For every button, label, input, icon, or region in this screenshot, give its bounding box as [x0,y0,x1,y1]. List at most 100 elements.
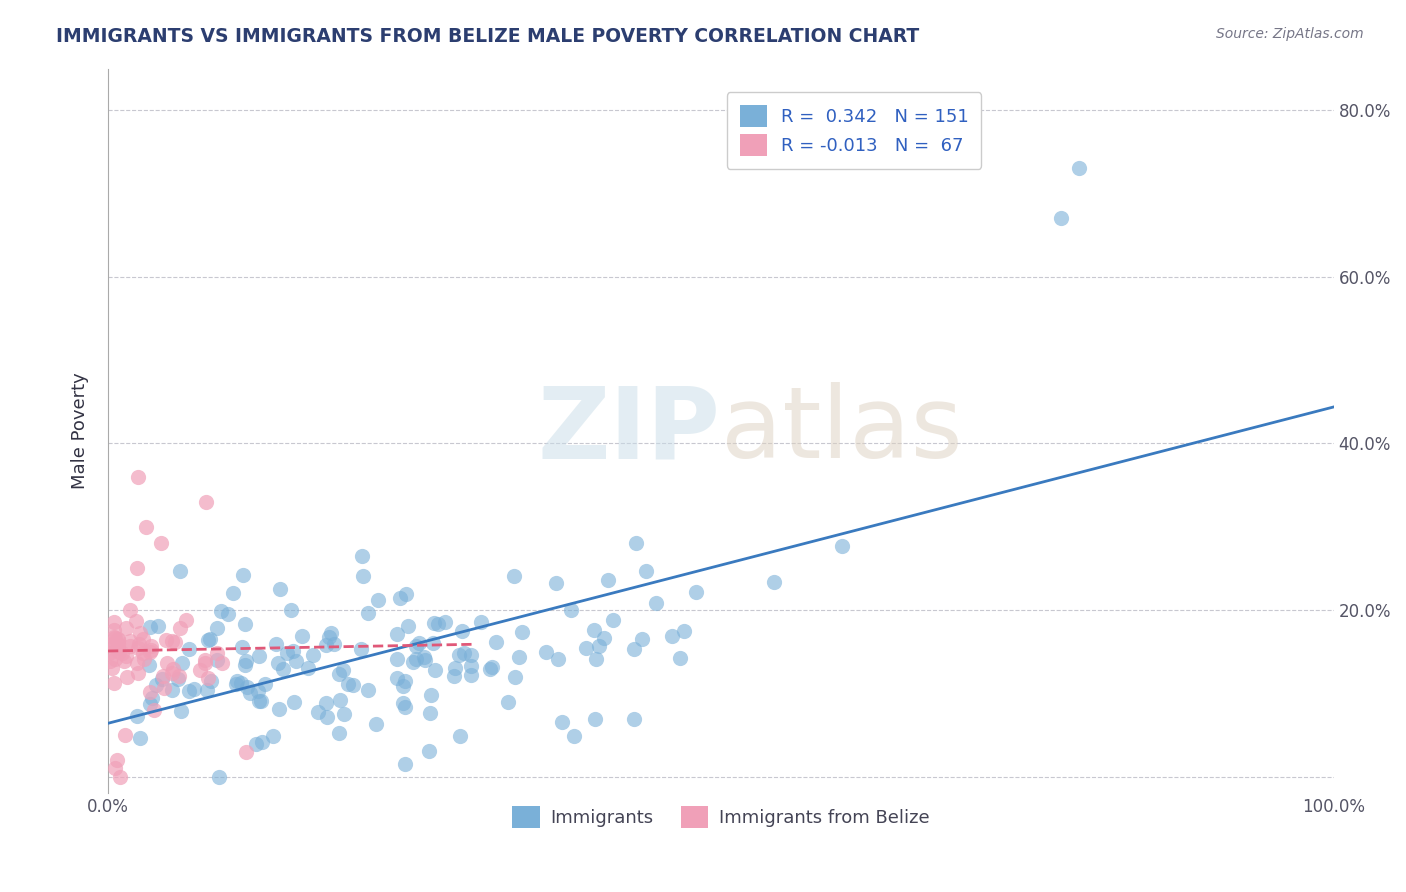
Immigrants [336,676,359,690]
Immigrants [129,731,152,745]
Immigrants [631,632,654,647]
Immigrants [481,659,503,673]
Immigrants [560,602,582,616]
Immigrants [388,591,411,606]
Immigrants from Belize [125,561,148,575]
Immigrants [250,693,273,707]
Immigrants [575,640,598,655]
Immigrants [205,653,228,667]
Immigrants [315,696,337,710]
Immigrants from Belize [125,614,148,628]
Immigrants [396,619,419,633]
Immigrants [623,641,645,656]
Immigrants [508,650,530,665]
Immigrants from Belize [103,641,125,656]
Immigrants [301,648,323,662]
Immigrants [264,636,287,650]
Immigrants [672,624,695,639]
Immigrants [449,729,471,743]
Immigrants [402,656,425,670]
Immigrants from Belize [156,657,179,671]
Immigrants [391,679,413,693]
Immigrants [167,672,190,686]
Immigrants [453,646,475,660]
Immigrants from Belize [112,654,135,668]
Immigrants [1049,211,1071,226]
Immigrants [247,694,270,708]
Immigrants from Belize [169,621,191,635]
Immigrants from Belize [160,665,183,680]
Immigrants [308,706,330,720]
Immigrants [235,654,257,668]
Immigrants from Belize [169,668,191,682]
Immigrants [551,714,574,729]
Immigrants [583,712,606,726]
Immigrants from Belize [97,646,120,660]
Immigrants [238,686,260,700]
Immigrants [357,606,380,620]
Immigrants from Belize [139,645,162,659]
Immigrants [316,709,339,723]
Immigrants [433,615,456,629]
Immigrants [332,664,354,678]
Immigrants [405,652,427,666]
Immigrants [233,657,256,672]
Immigrants from Belize [155,632,177,647]
Immigrants [636,564,658,578]
Immigrants [139,697,162,711]
Immigrants [146,619,169,633]
Immigrants [405,639,427,653]
Immigrants from Belize [127,469,149,483]
Immigrants [503,670,526,684]
Immigrants [460,659,482,673]
Immigrants [232,567,254,582]
Immigrants [394,699,416,714]
Immigrants from Belize [128,637,150,651]
Immigrants from Belize [127,666,149,681]
Immigrants [332,707,354,722]
Immigrants [169,564,191,578]
Immigrants from Belize [188,663,211,677]
Immigrants [418,744,440,758]
Immigrants [408,635,430,649]
Immigrants [250,735,273,749]
Immigrants [510,625,533,640]
Immigrants [426,617,449,632]
Immigrants from Belize [107,640,129,655]
Immigrants from Belize [205,646,228,660]
Immigrants [602,613,624,627]
Immigrants from Belize [104,631,127,645]
Immigrants [145,678,167,692]
Immigrants [236,680,259,694]
Immigrants [562,729,585,743]
Immigrants from Belize [129,626,152,640]
Immigrants from Belize [103,623,125,637]
Immigrants [280,603,302,617]
Immigrants [200,673,222,688]
Immigrants [231,640,253,654]
Immigrants [415,653,437,667]
Immigrants [839,128,862,143]
Immigrants [197,632,219,647]
Immigrants from Belize [98,637,121,651]
Immigrants from Belize [160,633,183,648]
Immigrants from Belize [103,676,125,690]
Immigrants [229,676,252,690]
Immigrants [423,615,446,630]
Immigrants [364,716,387,731]
Immigrants [447,648,470,662]
Immigrants from Belize [111,646,134,660]
Immigrants [209,603,232,617]
Immigrants [284,654,307,668]
Immigrants [269,701,291,715]
Immigrants [387,671,409,685]
Immigrants [470,615,492,629]
Immigrants from Belize [127,640,149,655]
Immigrants [387,651,409,665]
Immigrants [321,626,343,640]
Immigrants from Belize [104,761,127,775]
Immigrants from Belize [211,656,233,670]
Immigrants [328,667,350,681]
Immigrants [624,535,647,549]
Immigrants [322,638,344,652]
